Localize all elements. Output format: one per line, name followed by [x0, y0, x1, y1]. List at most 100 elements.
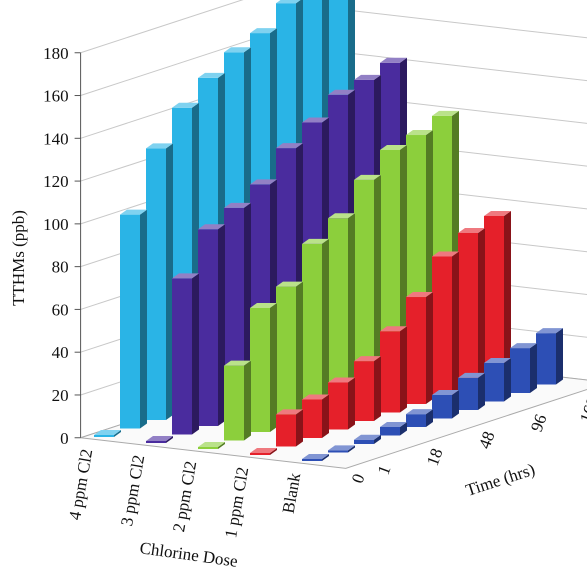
bar	[458, 233, 478, 387]
bar-side	[452, 389, 459, 419]
bar	[250, 307, 270, 432]
bar-top	[432, 389, 459, 395]
bar-top	[302, 117, 329, 123]
bar	[250, 453, 270, 455]
x-tick-label: 1	[374, 463, 395, 477]
bar-top	[198, 72, 225, 78]
bar	[536, 333, 556, 385]
y-tick-label: 20	[52, 386, 69, 405]
bar-side	[270, 302, 277, 432]
bar-side	[374, 356, 381, 421]
bar-top	[328, 377, 355, 383]
bar-side	[192, 273, 199, 435]
y-axis-label: TTHMs (ppb)	[9, 210, 28, 306]
bar-top	[406, 292, 433, 298]
bar	[224, 365, 244, 441]
bar	[276, 414, 296, 447]
bar-top	[510, 343, 537, 349]
x-tick-label: 96	[527, 412, 551, 434]
bar-top	[380, 326, 407, 332]
bar-top	[250, 179, 277, 185]
bar-side	[114, 430, 121, 437]
bar-top	[354, 74, 381, 80]
bar	[302, 399, 322, 438]
bar	[432, 256, 452, 396]
bar-top	[380, 57, 407, 63]
series-axis-label: Chlorine Dose	[139, 538, 239, 571]
bar-top	[198, 442, 225, 447]
bar-side	[478, 372, 485, 410]
bar-side	[348, 377, 355, 430]
bar-side	[348, 445, 355, 453]
bar-top	[328, 445, 355, 451]
bar-top	[458, 372, 485, 378]
x-tick-label: 0	[348, 471, 369, 485]
bar	[458, 377, 478, 410]
bar-side	[322, 394, 329, 438]
bar-top	[536, 328, 563, 334]
bar-top	[406, 409, 433, 415]
bar-side	[426, 409, 433, 427]
bar	[198, 229, 218, 426]
bar-top	[380, 421, 407, 427]
bar-side	[166, 143, 173, 420]
bar-side	[140, 209, 147, 429]
bar	[406, 414, 426, 427]
bar-top	[484, 358, 511, 363]
bar	[276, 286, 296, 424]
bar-top	[328, 213, 355, 219]
bar-top	[354, 356, 381, 362]
x-axis-label: Time (hrs)	[463, 460, 537, 500]
grid-line	[80, 0, 244, 54]
bar	[432, 394, 452, 419]
bar-top	[302, 238, 329, 244]
legend-label: 2 ppm Cl2	[169, 459, 200, 533]
bar-top	[484, 210, 511, 216]
bar-top	[146, 436, 173, 441]
bar-top	[250, 302, 277, 308]
bar	[146, 441, 166, 443]
bar	[146, 148, 166, 420]
bar	[94, 435, 114, 437]
y-tick-label: 0	[60, 429, 69, 448]
bar-side	[530, 343, 537, 393]
bar-top	[302, 394, 329, 400]
bar-side	[452, 251, 459, 396]
bar-top	[224, 360, 251, 366]
y-tick-label: 160	[43, 87, 69, 106]
bar-top	[250, 28, 277, 34]
bar	[328, 382, 348, 430]
bar-top	[276, 143, 303, 149]
bar-side	[504, 210, 511, 379]
legend-label: 4 ppm Cl2	[65, 447, 96, 521]
bar	[198, 447, 218, 449]
bar-side	[218, 224, 225, 426]
bar-side	[348, 213, 355, 407]
x-tick-label: 168	[576, 395, 587, 425]
bar	[484, 363, 504, 402]
bar-top	[406, 130, 433, 136]
bar-top	[146, 143, 173, 149]
bar-side	[296, 281, 303, 424]
bar-side	[400, 421, 407, 436]
bar-top	[276, 281, 303, 287]
bar	[328, 450, 348, 453]
bar-top	[458, 228, 485, 233]
bar	[380, 426, 400, 436]
bar-side	[296, 409, 303, 447]
bar-top	[354, 434, 381, 440]
bar-side	[504, 358, 511, 402]
y-tick-label: 100	[43, 215, 69, 234]
x-tick-label: 18	[423, 446, 447, 468]
bar-side	[478, 228, 485, 387]
bar	[354, 179, 374, 398]
bar	[302, 459, 322, 461]
bar-top	[172, 102, 199, 108]
bar-side	[374, 434, 381, 444]
bar-top	[432, 110, 459, 116]
legend-label: 1 ppm Cl2	[221, 465, 252, 539]
bar-top	[224, 47, 251, 53]
bar	[484, 215, 504, 379]
bar-top	[250, 448, 277, 453]
